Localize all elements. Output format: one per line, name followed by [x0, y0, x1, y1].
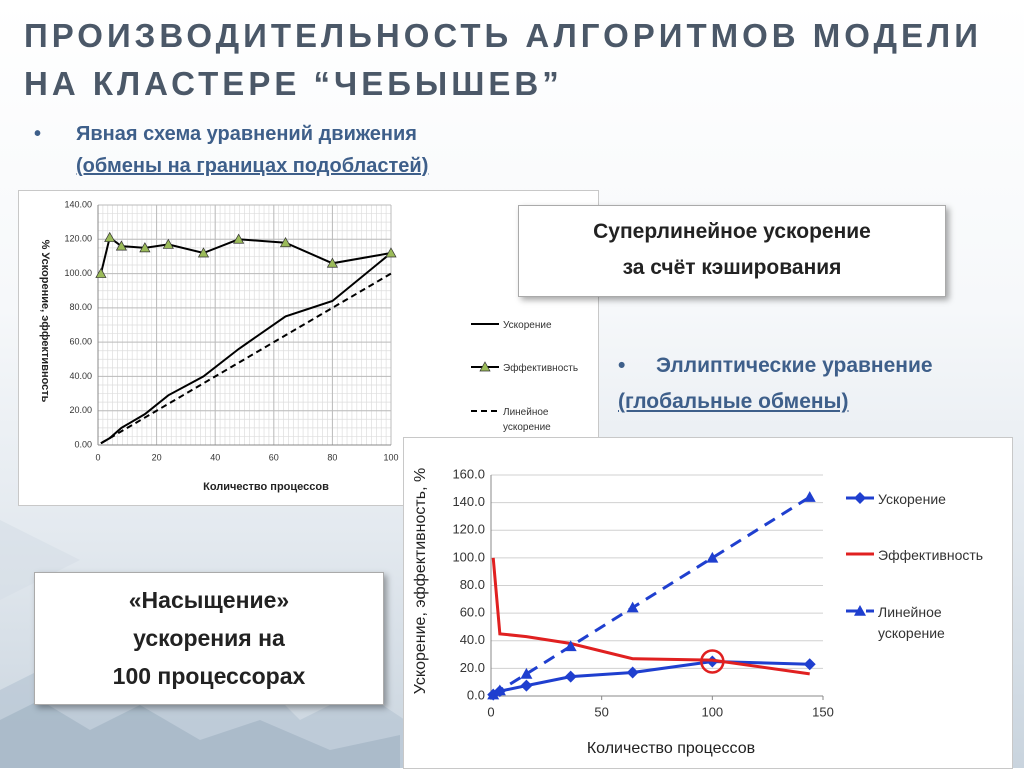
marker [197, 247, 210, 258]
y-tick-label: 140.0 [452, 494, 485, 509]
legend-label: Линейное ускорение [878, 603, 945, 641]
bullet-line: Эллиптические уравнение [656, 354, 933, 377]
marker [162, 238, 174, 249]
marker [854, 605, 866, 616]
x-tick-label: 150 [812, 704, 834, 719]
x-axis-label: Количество процессов [203, 481, 329, 493]
callout-line: Суперлинейное ускорение [593, 220, 871, 243]
legend-label: Ускорение [878, 490, 946, 507]
chart-svg: 0.00 20.00 40.00 60.00 80.00 100.00 120.00 140.… [39, 199, 499, 493]
x-tick-label: 20 [152, 452, 162, 462]
marker [279, 236, 292, 248]
callout-line: за счёт кэширования [622, 256, 842, 279]
x-axis-label: Количество процессов [587, 740, 755, 757]
marker [803, 658, 816, 671]
callout: «Насыщение» ускорения на 100 процессорах [34, 572, 384, 705]
y-tick-label: 100.00 [64, 268, 92, 278]
callout-line: «Насыщение» [128, 587, 290, 613]
y-tick-label: 0.0 [467, 687, 485, 702]
marker [115, 240, 128, 251]
marker [854, 492, 866, 504]
series-line [491, 557, 810, 676]
y-tick-label: 0.00 [74, 439, 92, 449]
marker [564, 670, 577, 683]
title: ПРОИЗВОДИТЕЛЬНОСТЬ АЛГОРИТМОВ МОДЕЛИ НА … [24, 12, 982, 108]
marker [139, 242, 151, 253]
series-line [100, 252, 392, 445]
y-tick-label: 60.00 [69, 337, 92, 347]
marker [706, 551, 719, 563]
x-tick-label: 40 [210, 452, 220, 462]
bullet-line: Явная схема уравнений движения [76, 123, 417, 145]
legend-label: Эффективность [503, 362, 579, 374]
x-tick-label: 100 [701, 704, 723, 719]
y-tick-label: 160.0 [452, 466, 485, 481]
marker [626, 666, 639, 679]
chart-svg: 0.0 20.0 40.0 60.0 80.0 100.0 120.0 140.0 160.0 0… [412, 466, 874, 757]
series-line [492, 495, 811, 696]
y-tick-label: 140.00 [64, 199, 92, 209]
marker [104, 231, 116, 242]
y-tick-label: 120.00 [64, 234, 92, 244]
series-line [100, 272, 392, 445]
marker [520, 679, 533, 692]
bullet: • Эллиптические уравнение (глобальные об… [618, 348, 933, 420]
marker [493, 684, 506, 696]
callout-line: ускорения на [133, 625, 285, 651]
marker [479, 361, 491, 372]
marker [520, 667, 533, 679]
marker [487, 688, 500, 700]
marker [95, 267, 107, 278]
bullet-dot: • [618, 354, 626, 377]
bullet: • Явная схема уравнений движения (обмены… [34, 118, 429, 182]
legend-label: Линейное ускорение [503, 406, 551, 433]
y-axis-label: Ускорение, эффективность, % [412, 468, 429, 694]
y-tick-label: 120.0 [452, 522, 485, 537]
y-axis-label: % Ускорение, эффективность [39, 240, 51, 403]
marker [385, 247, 397, 258]
y-tick-label: 40.0 [460, 632, 485, 647]
y-tick-label: 20.00 [69, 405, 92, 415]
x-tick-label: 60 [269, 452, 279, 462]
title-line: ПРОИЗВОДИТЕЛЬНОСТЬ АЛГОРИТМОВ МОДЕЛИ [24, 17, 982, 54]
y-tick-label: 60.0 [460, 605, 485, 620]
chart: 0.0 20.0 40.0 60.0 80.0 100.0 120.0 140.0 160.0 0… [403, 437, 1013, 769]
bullet-line: (глобальные обмены) [618, 390, 849, 413]
y-tick-label: 80.0 [460, 577, 485, 592]
marker [233, 233, 245, 244]
y-tick-label: 100.0 [452, 549, 485, 564]
bullet-dot: • [34, 123, 42, 145]
callout-line: 100 процессорах [112, 663, 306, 689]
callout: Суперлинейное ускорение за счёт кэширова… [518, 205, 946, 297]
x-tick-label: 100 [383, 452, 398, 462]
y-tick-label: 20.0 [460, 660, 485, 675]
series-line [99, 235, 392, 274]
y-tick-label: 80.00 [69, 302, 92, 312]
bullet-line: (обмены на границах подобластей) [76, 155, 429, 177]
title-line: НА КЛАСТЕРЕ “ЧЕБЫШЕВ” [24, 65, 563, 102]
marker [803, 491, 816, 502]
legend-label: Эффективность [878, 546, 984, 563]
x-tick-label: 0 [95, 452, 100, 462]
legend-label: Ускорение [503, 319, 552, 331]
marker [626, 601, 639, 613]
marker [564, 640, 577, 652]
x-tick-label: 0 [487, 704, 494, 719]
y-tick-label: 40.00 [69, 371, 92, 381]
x-tick-label: 50 [594, 704, 608, 719]
x-tick-label: 80 [327, 452, 337, 462]
marker [326, 257, 338, 268]
highlight-circle [700, 649, 725, 674]
